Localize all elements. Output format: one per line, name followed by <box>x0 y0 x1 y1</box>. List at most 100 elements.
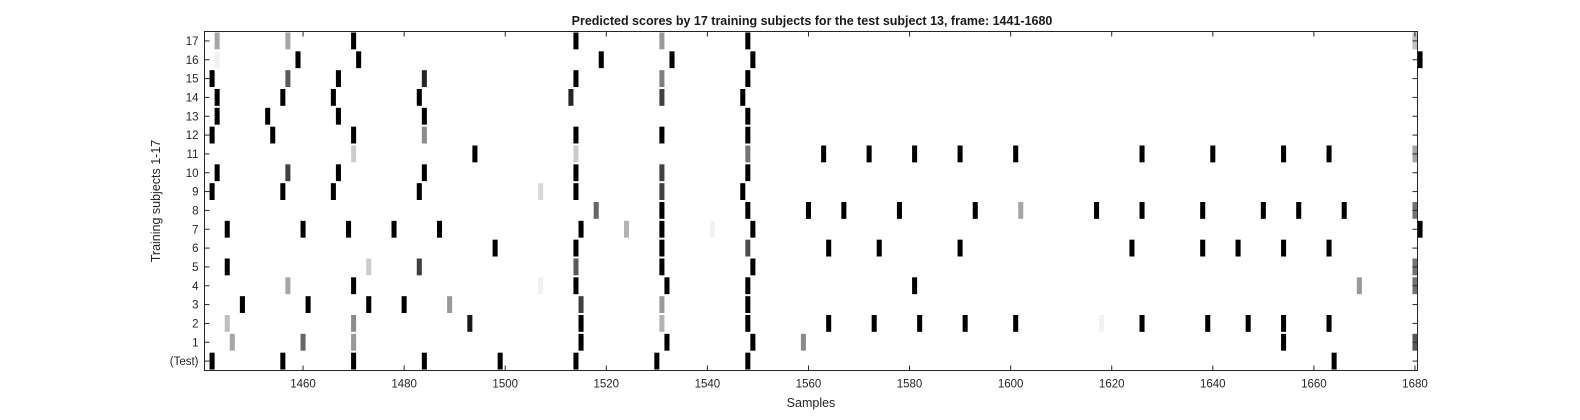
cell-row-8-mark-4 <box>841 202 847 219</box>
cell-row-1-mark-7 <box>1281 333 1287 351</box>
cell-row-7-mark-9 <box>750 220 756 238</box>
cell-row-2-mark-14 <box>1245 315 1251 332</box>
cell-row-11-mark-8 <box>1013 145 1019 163</box>
cell-row-2-mark-11 <box>1099 315 1105 332</box>
cell-row-8-mark-9 <box>1139 202 1145 219</box>
cell-row-9-mark-2 <box>330 183 336 200</box>
cell-row-0-mark-8 <box>1331 352 1337 370</box>
cell-row-2-mark-15 <box>1281 315 1287 332</box>
cell-row-2-mark-1 <box>351 315 357 332</box>
cell-row-15-mark-2 <box>335 70 341 87</box>
cell-row-15-mark-6 <box>745 70 751 87</box>
cell-row-7-mark-1 <box>300 220 306 238</box>
cell-row-14-mark-5 <box>659 89 665 106</box>
y-tick-label-0: (Test) <box>170 356 199 368</box>
y-tick-label-2: 2 <box>192 318 198 330</box>
cell-row-5-mark-4 <box>659 258 665 276</box>
cell-row-2-mark-10 <box>1013 315 1019 332</box>
cell-row-9-mark-0 <box>209 183 215 200</box>
plot-frame <box>204 31 1418 371</box>
cell-row-11-mark-12 <box>1326 145 1332 163</box>
cell-row-6-mark-1 <box>573 239 579 257</box>
cell-row-9-mark-3 <box>416 183 422 200</box>
cell-row-4-mark-6 <box>912 277 918 295</box>
cell-row-8-mark-13 <box>1341 202 1347 219</box>
cell-row-0-mark-1 <box>280 352 286 370</box>
cell-row-0-mark-2 <box>351 352 357 370</box>
cell-row-5-mark-5 <box>750 258 756 276</box>
cell-row-5-mark-2 <box>416 258 422 276</box>
cell-row-13-mark-2 <box>335 107 341 125</box>
y-tick-label-8: 8 <box>192 205 198 217</box>
y-tick-label-13: 13 <box>186 111 199 123</box>
cell-row-6-mark-6 <box>957 239 963 257</box>
cell-row-11-mark-11 <box>1281 145 1287 163</box>
cell-row-2-mark-4 <box>659 315 665 332</box>
cell-row-4-mark-3 <box>573 277 579 295</box>
cell-row-16-mark-4 <box>669 51 675 69</box>
y-tick-label-16: 16 <box>186 55 199 67</box>
cell-row-2-mark-6 <box>826 315 832 332</box>
cell-row-0-mark-6 <box>654 352 660 370</box>
x-tick-label-2: 1500 <box>492 379 518 391</box>
cell-row-17-mark-5 <box>745 32 751 50</box>
x-tick-label-3: 1520 <box>594 379 620 391</box>
cell-row-14-mark-6 <box>740 89 746 106</box>
cell-row-0-mark-3 <box>421 352 427 370</box>
cell-row-16-mark-2 <box>356 51 362 69</box>
cell-row-16-mark-5 <box>750 51 756 69</box>
cell-row-12-mark-6 <box>745 126 751 144</box>
cell-row-17-mark-2 <box>351 32 357 50</box>
cell-row-7-mark-4 <box>436 220 443 238</box>
cell-row-11-mark-2 <box>573 145 579 163</box>
cell-row-14-mark-0 <box>214 89 220 106</box>
cell-row-7-mark-6 <box>624 220 630 238</box>
cell-row-2-mark-0 <box>224 315 230 332</box>
cell-row-3-mark-6 <box>659 296 665 313</box>
cell-row-16-mark-6 <box>1417 51 1423 69</box>
y-tick-label-14: 14 <box>186 92 199 104</box>
cell-row-2-mark-3 <box>578 315 584 332</box>
cell-row-10-mark-0 <box>214 164 220 182</box>
cell-row-14-mark-3 <box>416 89 422 106</box>
cell-row-2-mark-16 <box>1326 315 1332 332</box>
cell-row-4-mark-1 <box>351 277 357 295</box>
cell-row-3-mark-0 <box>239 296 245 313</box>
cell-row-10-mark-1 <box>285 164 291 182</box>
cell-row-12-mark-2 <box>351 126 357 144</box>
cell-row-10-mark-5 <box>659 164 665 182</box>
chart-title: Predicted scores by 17 training subjects… <box>572 14 1053 28</box>
cell-row-1-mark-2 <box>351 333 357 351</box>
cell-row-10-mark-3 <box>421 164 427 182</box>
y-tick-label-5: 5 <box>192 262 198 274</box>
cell-row-8-mark-2 <box>745 202 751 219</box>
cell-row-2-mark-5 <box>745 315 751 332</box>
cell-row-0-mark-5 <box>573 352 579 370</box>
plot-area <box>204 31 1418 371</box>
cell-row-9-mark-7 <box>740 183 746 200</box>
cell-row-7-mark-3 <box>391 220 397 238</box>
x-tick-label-7: 1600 <box>998 379 1024 391</box>
cell-row-5-mark-3 <box>573 258 579 276</box>
cell-row-8-mark-5 <box>896 202 902 219</box>
y-tick-label-6: 6 <box>192 243 198 255</box>
cell-row-16-mark-0 <box>214 51 220 69</box>
cell-row-0-mark-7 <box>745 352 751 370</box>
x-axis-label: Samples <box>787 396 836 410</box>
cell-row-11-mark-7 <box>957 145 963 163</box>
cell-row-11-mark-9 <box>1139 145 1145 163</box>
cell-row-6-mark-3 <box>745 239 751 257</box>
cell-row-7-mark-0 <box>224 220 230 238</box>
cell-row-1-mark-0 <box>229 333 235 351</box>
x-tick-label-5: 1560 <box>796 379 822 391</box>
cell-row-12-mark-5 <box>659 126 665 144</box>
cell-row-11-mark-0 <box>351 145 357 163</box>
cell-row-7-mark-2 <box>346 220 352 238</box>
cell-row-8-mark-3 <box>805 202 811 219</box>
y-tick-label-17: 17 <box>186 36 199 48</box>
cell-row-5-mark-0 <box>224 258 230 276</box>
cell-row-7-mark-7 <box>659 220 665 238</box>
cell-row-11-mark-5 <box>866 145 872 163</box>
cell-row-8-mark-7 <box>1018 202 1024 219</box>
